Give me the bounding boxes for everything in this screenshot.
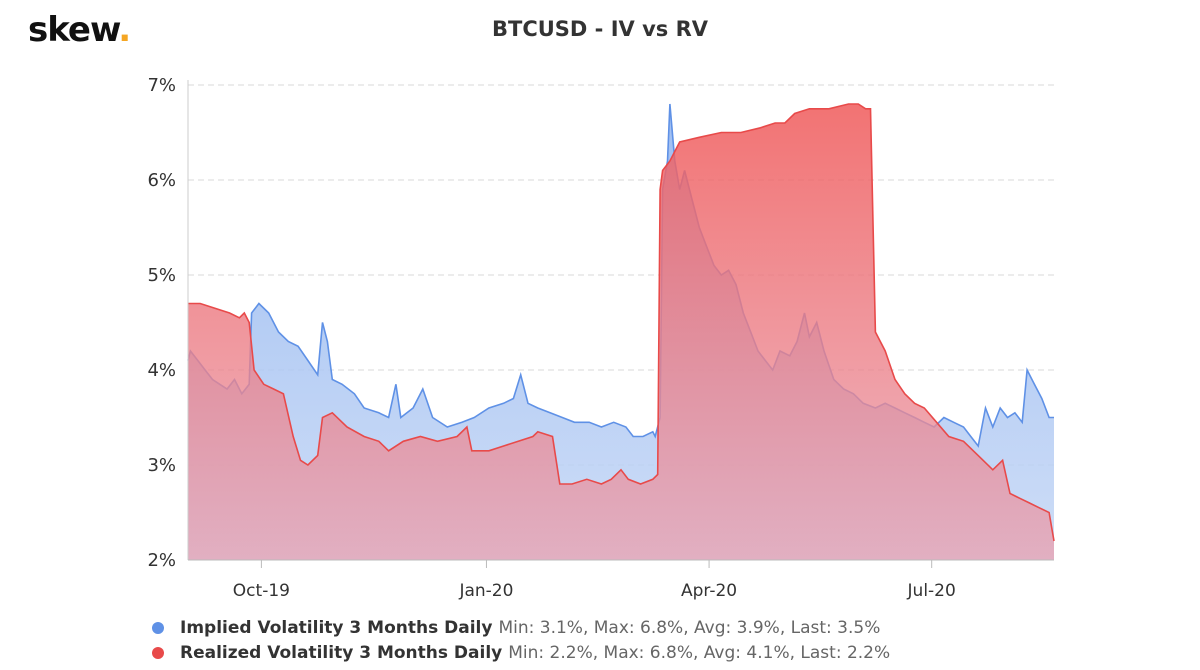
y-tick-label: 5% [147, 265, 176, 286]
chart-title: BTCUSD - IV vs RV [492, 17, 708, 41]
legend-marker-realized [152, 646, 164, 659]
legend-label-implied: Implied Volatility 3 Months Daily [180, 617, 493, 638]
x-tick-label: Oct-19 [233, 581, 290, 601]
x-tick-label: Jan-20 [458, 581, 513, 601]
legend-marker-implied [152, 621, 164, 634]
y-tick-label: 6% [147, 170, 176, 191]
legend-label-realized: Realized Volatility 3 Months Daily [180, 642, 503, 663]
realized-line [188, 103, 1055, 542]
legend-stats-implied: Min: 3.1%, Max: 6.8%, Avg: 3.9%, Last: 3… [498, 617, 881, 638]
axes: 2% 3% 4% 5% 6% 7% Oct-19 Jan-20 Apr-20 Jul-20 [147, 75, 1054, 601]
y-tick-label: 2% [147, 550, 176, 571]
realized-area [188, 104, 1054, 560]
legend-item-implied[interactable]: Implied Volatility 3 Months Daily Min: 3… [152, 615, 890, 640]
y-tick-label: 4% [147, 360, 176, 381]
legend: Implied Volatility 3 Months Daily Min: 3… [152, 615, 890, 665]
y-tick-label: 7% [147, 75, 176, 96]
series-areas [187, 103, 1055, 560]
legend-stats-realized: Min: 2.2%, Max: 6.8%, Avg: 4.1%, Last: 2… [508, 642, 891, 663]
x-tick-label: Jul-20 [907, 581, 956, 601]
volatility-chart: 2% 3% 4% 5% 6% 7% Oct-19 Jan-20 Apr-20 Jul-20 [147, 75, 1055, 601]
legend-item-realized[interactable]: Realized Volatility 3 Months Daily Min: … [152, 640, 890, 665]
skew-logo: skew. [28, 10, 131, 50]
y-tick-label: 3% [147, 455, 176, 476]
x-tick-label: Apr-20 [681, 581, 737, 601]
